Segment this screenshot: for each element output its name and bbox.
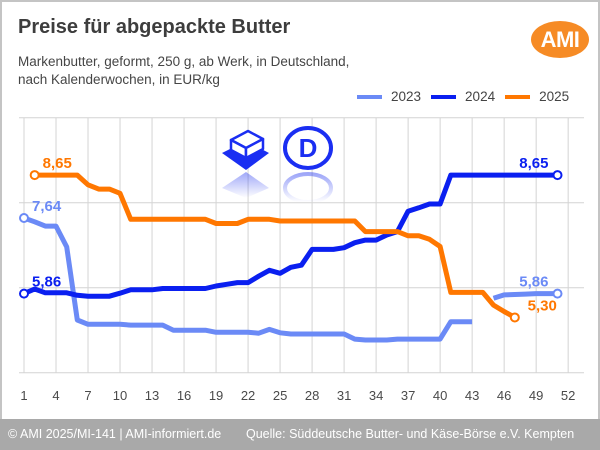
data-labels: 7,64 5,86 5,86 8,65 8,65 5,30	[32, 155, 557, 314]
x-tick-label: 28	[305, 388, 319, 403]
x-tick-label: 13	[145, 388, 159, 403]
data-label-2023-w51: 5,86	[519, 274, 548, 291]
x-tick-label: 43	[465, 388, 479, 403]
x-tick-label: 22	[241, 388, 255, 403]
footer-source: Quelle: Süddeutsche Butter- und Käse-Bör…	[246, 427, 575, 441]
ami-logo: AMI	[531, 21, 589, 58]
x-tick-label: 46	[497, 388, 511, 403]
data-label-2025-w2: 8,65	[43, 155, 72, 172]
x-tick-label: 19	[209, 388, 223, 403]
country-d-germany-icon: D	[283, 126, 333, 204]
data-point-marker-2024-w1	[19, 288, 29, 299]
legend-swatch-2024	[431, 94, 457, 99]
data-point-marker-2023-w1	[19, 213, 29, 223]
x-tick-label: 7	[84, 388, 91, 403]
x-tick-label: 49	[529, 388, 543, 403]
footer: © AMI 2025/MI-141 | AMI-informiert.de Qu…	[0, 419, 600, 450]
series-line-2025	[34, 172, 517, 320]
footer-copyright: © AMI 2025/MI-141 | AMI-informiert.de	[8, 427, 222, 441]
x-tick-label: 34	[369, 388, 383, 403]
data-label-2024-w51: 8,65	[519, 155, 548, 172]
x-tick-label: 52	[561, 388, 575, 403]
series-markers	[19, 170, 563, 323]
data-point-marker-2023-w51	[552, 288, 563, 299]
data-point-marker-2024-w51	[552, 170, 563, 181]
x-tick-label: 4	[52, 388, 59, 403]
legend-swatch-2025	[505, 94, 531, 99]
legend-item-2025: 2025	[505, 89, 569, 104]
legend-item-2023: 2023	[357, 89, 421, 104]
chart-legend: 2023 2024 2025	[357, 89, 579, 104]
x-tick-label: 16	[177, 388, 191, 403]
subtitle-line-1: Markenbutter, geformt, 250 g, ab Werk, i…	[18, 54, 350, 69]
x-tick-label: 31	[337, 388, 351, 403]
legend-label-2025: 2025	[539, 89, 570, 104]
series-line-2023-segment-1	[23, 215, 473, 343]
series-line-2024	[23, 172, 558, 299]
x-tick-label: 40	[433, 388, 447, 403]
x-axis-ticks: 1 4 7 10 13 16 19 22 25 28 31 34 37 40 43 46 49 52	[20, 388, 575, 403]
x-tick-label: 37	[401, 388, 415, 403]
data-point-marker-2025-w2	[29, 170, 40, 181]
x-tick-label: 10	[113, 388, 127, 403]
chart-title: Preise für abgepackte Butter	[18, 16, 291, 38]
series-lines	[23, 172, 558, 343]
legend-label-2024: 2024	[465, 89, 496, 104]
data-label-2025-w47: 5,30	[528, 297, 557, 314]
data-point-marker-2025-w47	[509, 312, 520, 323]
subtitle-line-2: nach Kalenderwochen, in EUR/kg	[18, 72, 220, 87]
x-tick-label: 25	[273, 388, 287, 403]
series-line-2023-segment-2	[492, 291, 558, 301]
data-label-2023-w1: 7,64	[32, 198, 62, 215]
legend-item-2024: 2024	[431, 89, 495, 104]
butter-block-icon	[222, 129, 269, 198]
svg-text:D: D	[299, 133, 318, 163]
x-tick-label: 1	[20, 388, 27, 403]
legend-swatch-2023	[357, 94, 382, 99]
legend-label-2023: 2023	[391, 89, 422, 104]
data-label-2024-w1: 5,86	[32, 274, 61, 291]
chart-subtitle: Markenbutter, geformt, 250 g, ab Werk, i…	[18, 53, 349, 89]
